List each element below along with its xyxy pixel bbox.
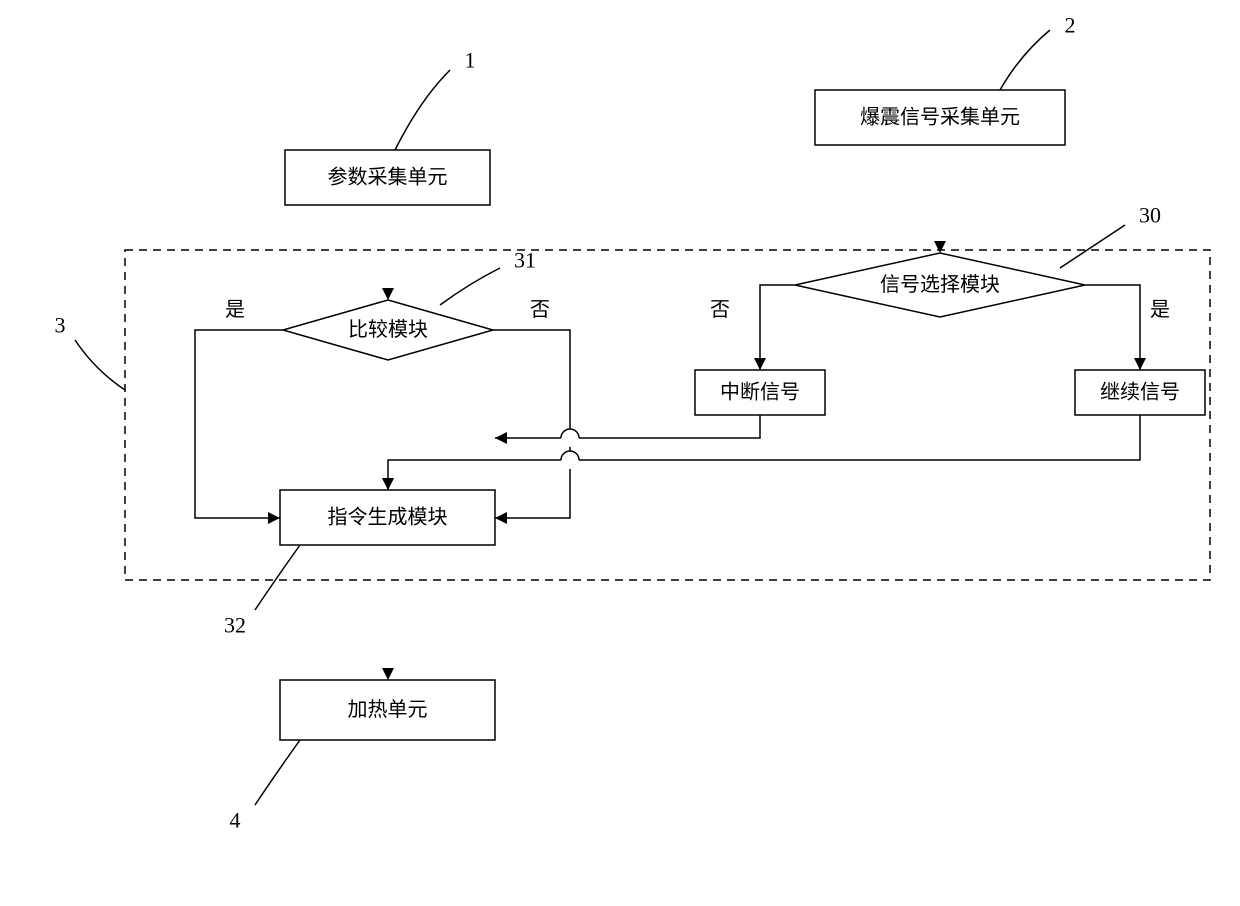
callout-leader-1 (395, 70, 450, 150)
callout-leader-3 (75, 340, 125, 390)
svg-text:中断信号: 中断信号 (720, 381, 800, 404)
svg-text:爆震信号采集单元: 爆震信号采集单元 (860, 106, 1020, 129)
svg-text:32: 32 (224, 613, 246, 638)
svg-text:加热单元: 加热单元 (348, 698, 428, 721)
svg-text:2: 2 (1065, 13, 1076, 38)
callout-leader-30 (1060, 225, 1125, 268)
svg-text:30: 30 (1139, 203, 1161, 228)
svg-text:比较模块: 比较模块 (348, 318, 428, 341)
edge (1085, 285, 1140, 370)
svg-text:否: 否 (530, 299, 550, 321)
svg-text:31: 31 (514, 248, 536, 273)
svg-text:1: 1 (465, 48, 476, 73)
callout-leader-31 (440, 268, 500, 305)
svg-text:信号选择模块: 信号选择模块 (880, 273, 1000, 296)
svg-text:否: 否 (710, 299, 730, 321)
svg-text:4: 4 (230, 808, 241, 833)
callout-leader-4 (255, 740, 300, 805)
svg-text:3: 3 (55, 313, 66, 338)
edge (195, 330, 283, 518)
svg-text:是: 是 (225, 299, 245, 321)
svg-text:指令生成模块: 指令生成模块 (328, 506, 448, 529)
svg-text:是: 是 (1150, 299, 1170, 321)
svg-text:继续信号: 继续信号 (1100, 381, 1180, 404)
callout-leader-32 (255, 545, 300, 610)
svg-text:参数采集单元: 参数采集单元 (328, 166, 448, 189)
edge (495, 415, 1140, 518)
edge (388, 330, 570, 490)
edge (495, 415, 760, 438)
edge (760, 285, 795, 370)
callout-leader-2 (1000, 30, 1050, 90)
